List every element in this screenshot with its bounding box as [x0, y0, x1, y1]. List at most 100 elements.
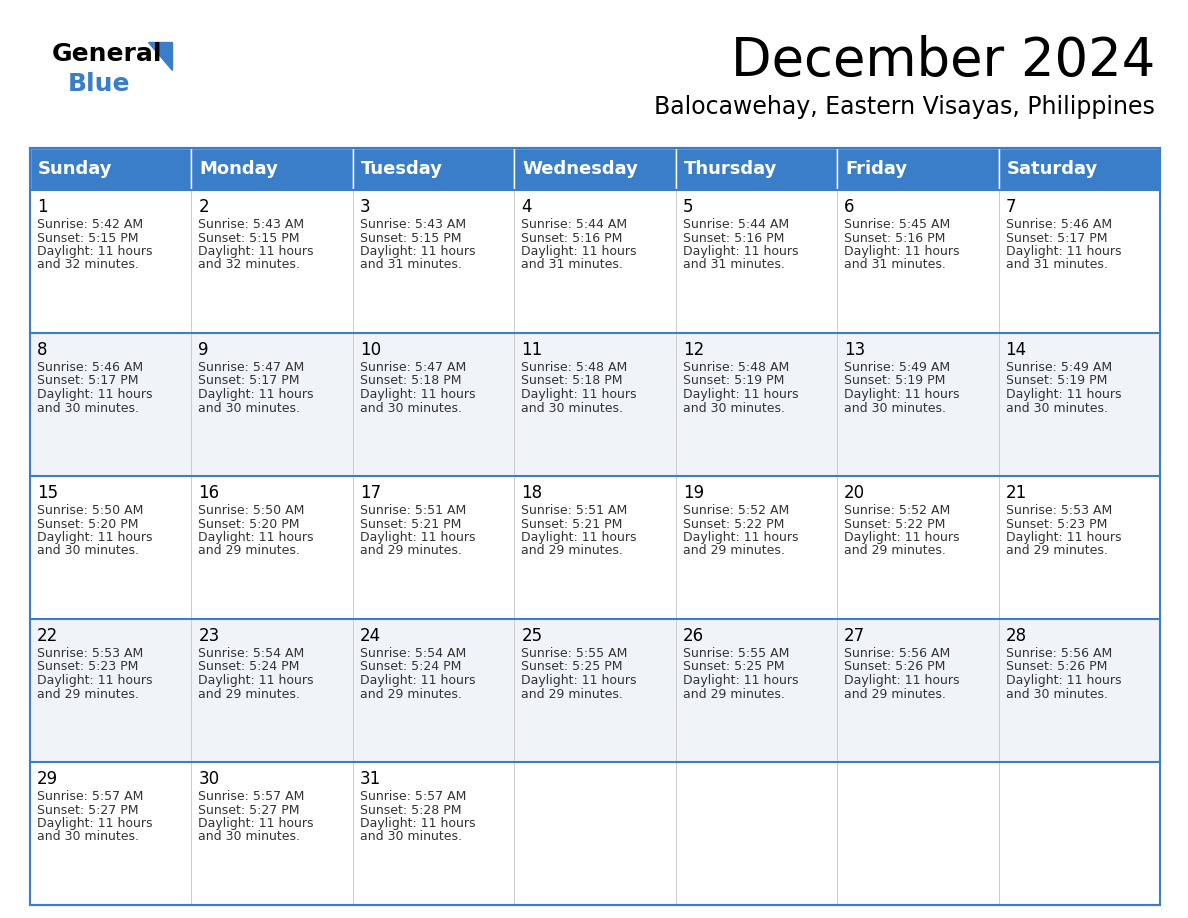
- Bar: [353, 333, 514, 476]
- Text: 13: 13: [845, 341, 865, 359]
- Text: Daylight: 11 hours: Daylight: 11 hours: [360, 245, 475, 258]
- Text: Daylight: 11 hours: Daylight: 11 hours: [1005, 674, 1121, 687]
- Text: Sunset: 5:28 PM: Sunset: 5:28 PM: [360, 803, 461, 816]
- Text: 24: 24: [360, 627, 381, 645]
- Text: 25: 25: [522, 627, 543, 645]
- Text: Sunset: 5:26 PM: Sunset: 5:26 PM: [845, 660, 946, 674]
- Polygon shape: [148, 42, 172, 70]
- Text: Sunrise: 5:49 AM: Sunrise: 5:49 AM: [1005, 361, 1112, 374]
- Text: and 30 minutes.: and 30 minutes.: [1005, 401, 1107, 415]
- Text: 5: 5: [683, 198, 694, 216]
- Bar: [676, 333, 838, 476]
- Bar: [676, 476, 838, 619]
- Text: Daylight: 11 hours: Daylight: 11 hours: [198, 531, 314, 544]
- Text: 19: 19: [683, 484, 703, 502]
- Text: and 31 minutes.: and 31 minutes.: [1005, 259, 1107, 272]
- Text: Daylight: 11 hours: Daylight: 11 hours: [845, 245, 960, 258]
- Bar: [838, 333, 999, 476]
- Text: and 31 minutes.: and 31 minutes.: [845, 259, 946, 272]
- Text: 20: 20: [845, 484, 865, 502]
- Text: 3: 3: [360, 198, 371, 216]
- Text: 7: 7: [1005, 198, 1016, 216]
- Text: Daylight: 11 hours: Daylight: 11 hours: [522, 531, 637, 544]
- Text: and 30 minutes.: and 30 minutes.: [37, 401, 139, 415]
- Text: and 29 minutes.: and 29 minutes.: [37, 688, 139, 700]
- Text: 15: 15: [37, 484, 58, 502]
- Text: and 29 minutes.: and 29 minutes.: [683, 544, 784, 557]
- Text: 10: 10: [360, 341, 381, 359]
- Text: Sunrise: 5:47 AM: Sunrise: 5:47 AM: [198, 361, 304, 374]
- Text: Sunset: 5:15 PM: Sunset: 5:15 PM: [198, 231, 299, 244]
- Text: Saturday: Saturday: [1006, 160, 1098, 178]
- Text: Sunset: 5:23 PM: Sunset: 5:23 PM: [37, 660, 138, 674]
- Text: Daylight: 11 hours: Daylight: 11 hours: [360, 531, 475, 544]
- Text: 22: 22: [37, 627, 58, 645]
- Text: and 30 minutes.: and 30 minutes.: [360, 401, 462, 415]
- Text: Sunrise: 5:43 AM: Sunrise: 5:43 AM: [198, 218, 304, 231]
- Text: 30: 30: [198, 770, 220, 788]
- Text: Sunrise: 5:42 AM: Sunrise: 5:42 AM: [37, 218, 143, 231]
- Text: Sunrise: 5:53 AM: Sunrise: 5:53 AM: [1005, 504, 1112, 517]
- Text: Sunrise: 5:48 AM: Sunrise: 5:48 AM: [522, 361, 627, 374]
- Text: Sunrise: 5:44 AM: Sunrise: 5:44 AM: [683, 218, 789, 231]
- Text: Sunset: 5:22 PM: Sunset: 5:22 PM: [845, 518, 946, 531]
- Text: and 29 minutes.: and 29 minutes.: [683, 688, 784, 700]
- Text: Sunset: 5:16 PM: Sunset: 5:16 PM: [683, 231, 784, 244]
- Bar: [999, 762, 1159, 905]
- Text: 4: 4: [522, 198, 532, 216]
- Bar: [676, 190, 838, 333]
- Text: Sunrise: 5:54 AM: Sunrise: 5:54 AM: [360, 647, 466, 660]
- Text: Sunrise: 5:44 AM: Sunrise: 5:44 AM: [522, 218, 627, 231]
- Text: Friday: Friday: [845, 160, 908, 178]
- Text: Sunset: 5:18 PM: Sunset: 5:18 PM: [360, 375, 461, 387]
- Bar: [999, 148, 1159, 190]
- Text: Sunset: 5:22 PM: Sunset: 5:22 PM: [683, 518, 784, 531]
- Text: Sunrise: 5:49 AM: Sunrise: 5:49 AM: [845, 361, 950, 374]
- Text: Daylight: 11 hours: Daylight: 11 hours: [198, 245, 314, 258]
- Text: 6: 6: [845, 198, 854, 216]
- Text: Sunset: 5:15 PM: Sunset: 5:15 PM: [37, 231, 139, 244]
- Text: Sunset: 5:15 PM: Sunset: 5:15 PM: [360, 231, 461, 244]
- Text: 17: 17: [360, 484, 381, 502]
- Text: Sunrise: 5:46 AM: Sunrise: 5:46 AM: [37, 361, 143, 374]
- Text: Sunrise: 5:57 AM: Sunrise: 5:57 AM: [198, 790, 305, 803]
- Text: Sunset: 5:27 PM: Sunset: 5:27 PM: [198, 803, 299, 816]
- Bar: [514, 333, 676, 476]
- Bar: [838, 619, 999, 762]
- Text: Daylight: 11 hours: Daylight: 11 hours: [360, 674, 475, 687]
- Text: 29: 29: [37, 770, 58, 788]
- Text: Sunrise: 5:51 AM: Sunrise: 5:51 AM: [522, 504, 627, 517]
- Text: 12: 12: [683, 341, 704, 359]
- Text: Sunrise: 5:51 AM: Sunrise: 5:51 AM: [360, 504, 466, 517]
- Text: Sunrise: 5:56 AM: Sunrise: 5:56 AM: [1005, 647, 1112, 660]
- Text: Daylight: 11 hours: Daylight: 11 hours: [37, 674, 152, 687]
- Text: 26: 26: [683, 627, 703, 645]
- Bar: [191, 333, 353, 476]
- Text: Sunset: 5:17 PM: Sunset: 5:17 PM: [1005, 231, 1107, 244]
- Text: Daylight: 11 hours: Daylight: 11 hours: [37, 245, 152, 258]
- Bar: [676, 762, 838, 905]
- Text: and 29 minutes.: and 29 minutes.: [845, 688, 946, 700]
- Text: Sunrise: 5:48 AM: Sunrise: 5:48 AM: [683, 361, 789, 374]
- Text: Sunrise: 5:55 AM: Sunrise: 5:55 AM: [522, 647, 627, 660]
- Bar: [838, 476, 999, 619]
- Bar: [838, 148, 999, 190]
- Bar: [353, 619, 514, 762]
- Text: and 29 minutes.: and 29 minutes.: [360, 688, 462, 700]
- Bar: [838, 190, 999, 333]
- Bar: [514, 619, 676, 762]
- Text: 2: 2: [198, 198, 209, 216]
- Text: and 30 minutes.: and 30 minutes.: [37, 831, 139, 844]
- Text: Sunrise: 5:52 AM: Sunrise: 5:52 AM: [845, 504, 950, 517]
- Text: Daylight: 11 hours: Daylight: 11 hours: [198, 817, 314, 830]
- Text: Sunset: 5:27 PM: Sunset: 5:27 PM: [37, 803, 139, 816]
- Text: 21: 21: [1005, 484, 1026, 502]
- Text: Daylight: 11 hours: Daylight: 11 hours: [360, 817, 475, 830]
- Text: Sunset: 5:25 PM: Sunset: 5:25 PM: [683, 660, 784, 674]
- Text: and 29 minutes.: and 29 minutes.: [360, 544, 462, 557]
- Text: 28: 28: [1005, 627, 1026, 645]
- Text: 31: 31: [360, 770, 381, 788]
- Text: December 2024: December 2024: [731, 35, 1155, 87]
- Text: Daylight: 11 hours: Daylight: 11 hours: [37, 531, 152, 544]
- Text: Sunrise: 5:57 AM: Sunrise: 5:57 AM: [37, 790, 144, 803]
